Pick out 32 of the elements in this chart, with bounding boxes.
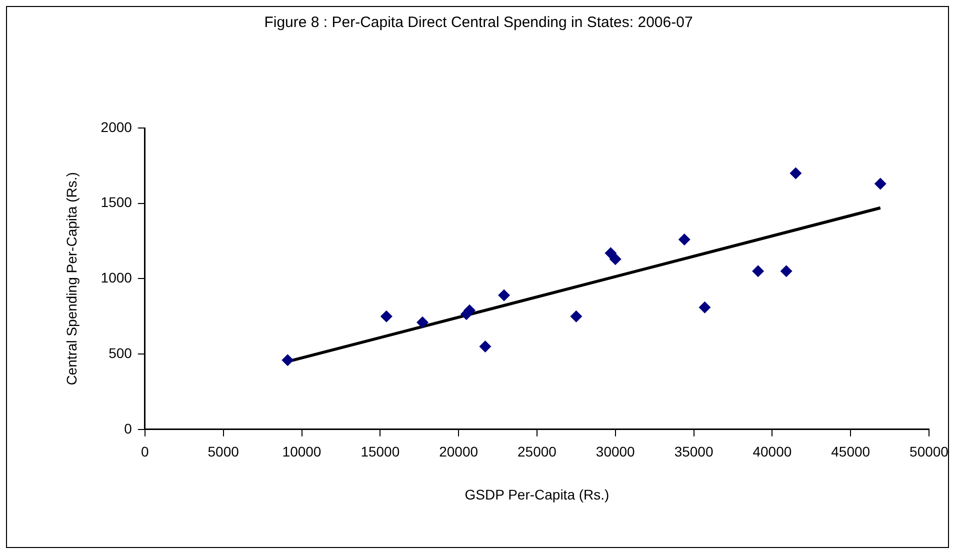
y-tick-label: 0 xyxy=(124,420,132,436)
x-tick-label: 20000 xyxy=(439,444,478,460)
point xyxy=(479,340,492,353)
x-tick-label: 10000 xyxy=(282,444,322,460)
y-tick-label: 2000 xyxy=(100,118,132,135)
point xyxy=(790,167,802,180)
x-tick-label: 5000 xyxy=(208,444,240,460)
point xyxy=(416,316,428,328)
point xyxy=(698,301,711,314)
point xyxy=(570,310,582,322)
point xyxy=(609,253,622,266)
x-tick-label: 50000 xyxy=(910,444,949,460)
x-tick-label: 40000 xyxy=(752,444,792,460)
y-tick-label: 500 xyxy=(108,344,132,361)
point xyxy=(380,310,392,322)
point xyxy=(282,354,294,366)
point xyxy=(498,289,510,302)
point xyxy=(874,178,886,190)
x-tick-label: 25000 xyxy=(518,444,557,460)
x-tick-label: 45000 xyxy=(831,444,870,460)
chart-title: Figure 8 : Per-Capita Direct Central Spending in States: 2006-07 xyxy=(263,14,694,31)
y-axis-title: Central Spending Per-Capita (Rs.) xyxy=(63,172,80,386)
y-tick-label: 1000 xyxy=(100,270,132,286)
point xyxy=(752,265,764,278)
point xyxy=(678,234,690,246)
point xyxy=(780,265,792,278)
y-tick-label: 1500 xyxy=(100,194,132,210)
x-tick-label: 30000 xyxy=(596,444,636,460)
x-tick-label: 35000 xyxy=(674,444,714,460)
x-axis-title: GSDP Per-Capita (Rs.) xyxy=(464,486,610,502)
x-tick-label: 0 xyxy=(141,444,150,460)
x-tick-label: 15000 xyxy=(360,444,400,460)
